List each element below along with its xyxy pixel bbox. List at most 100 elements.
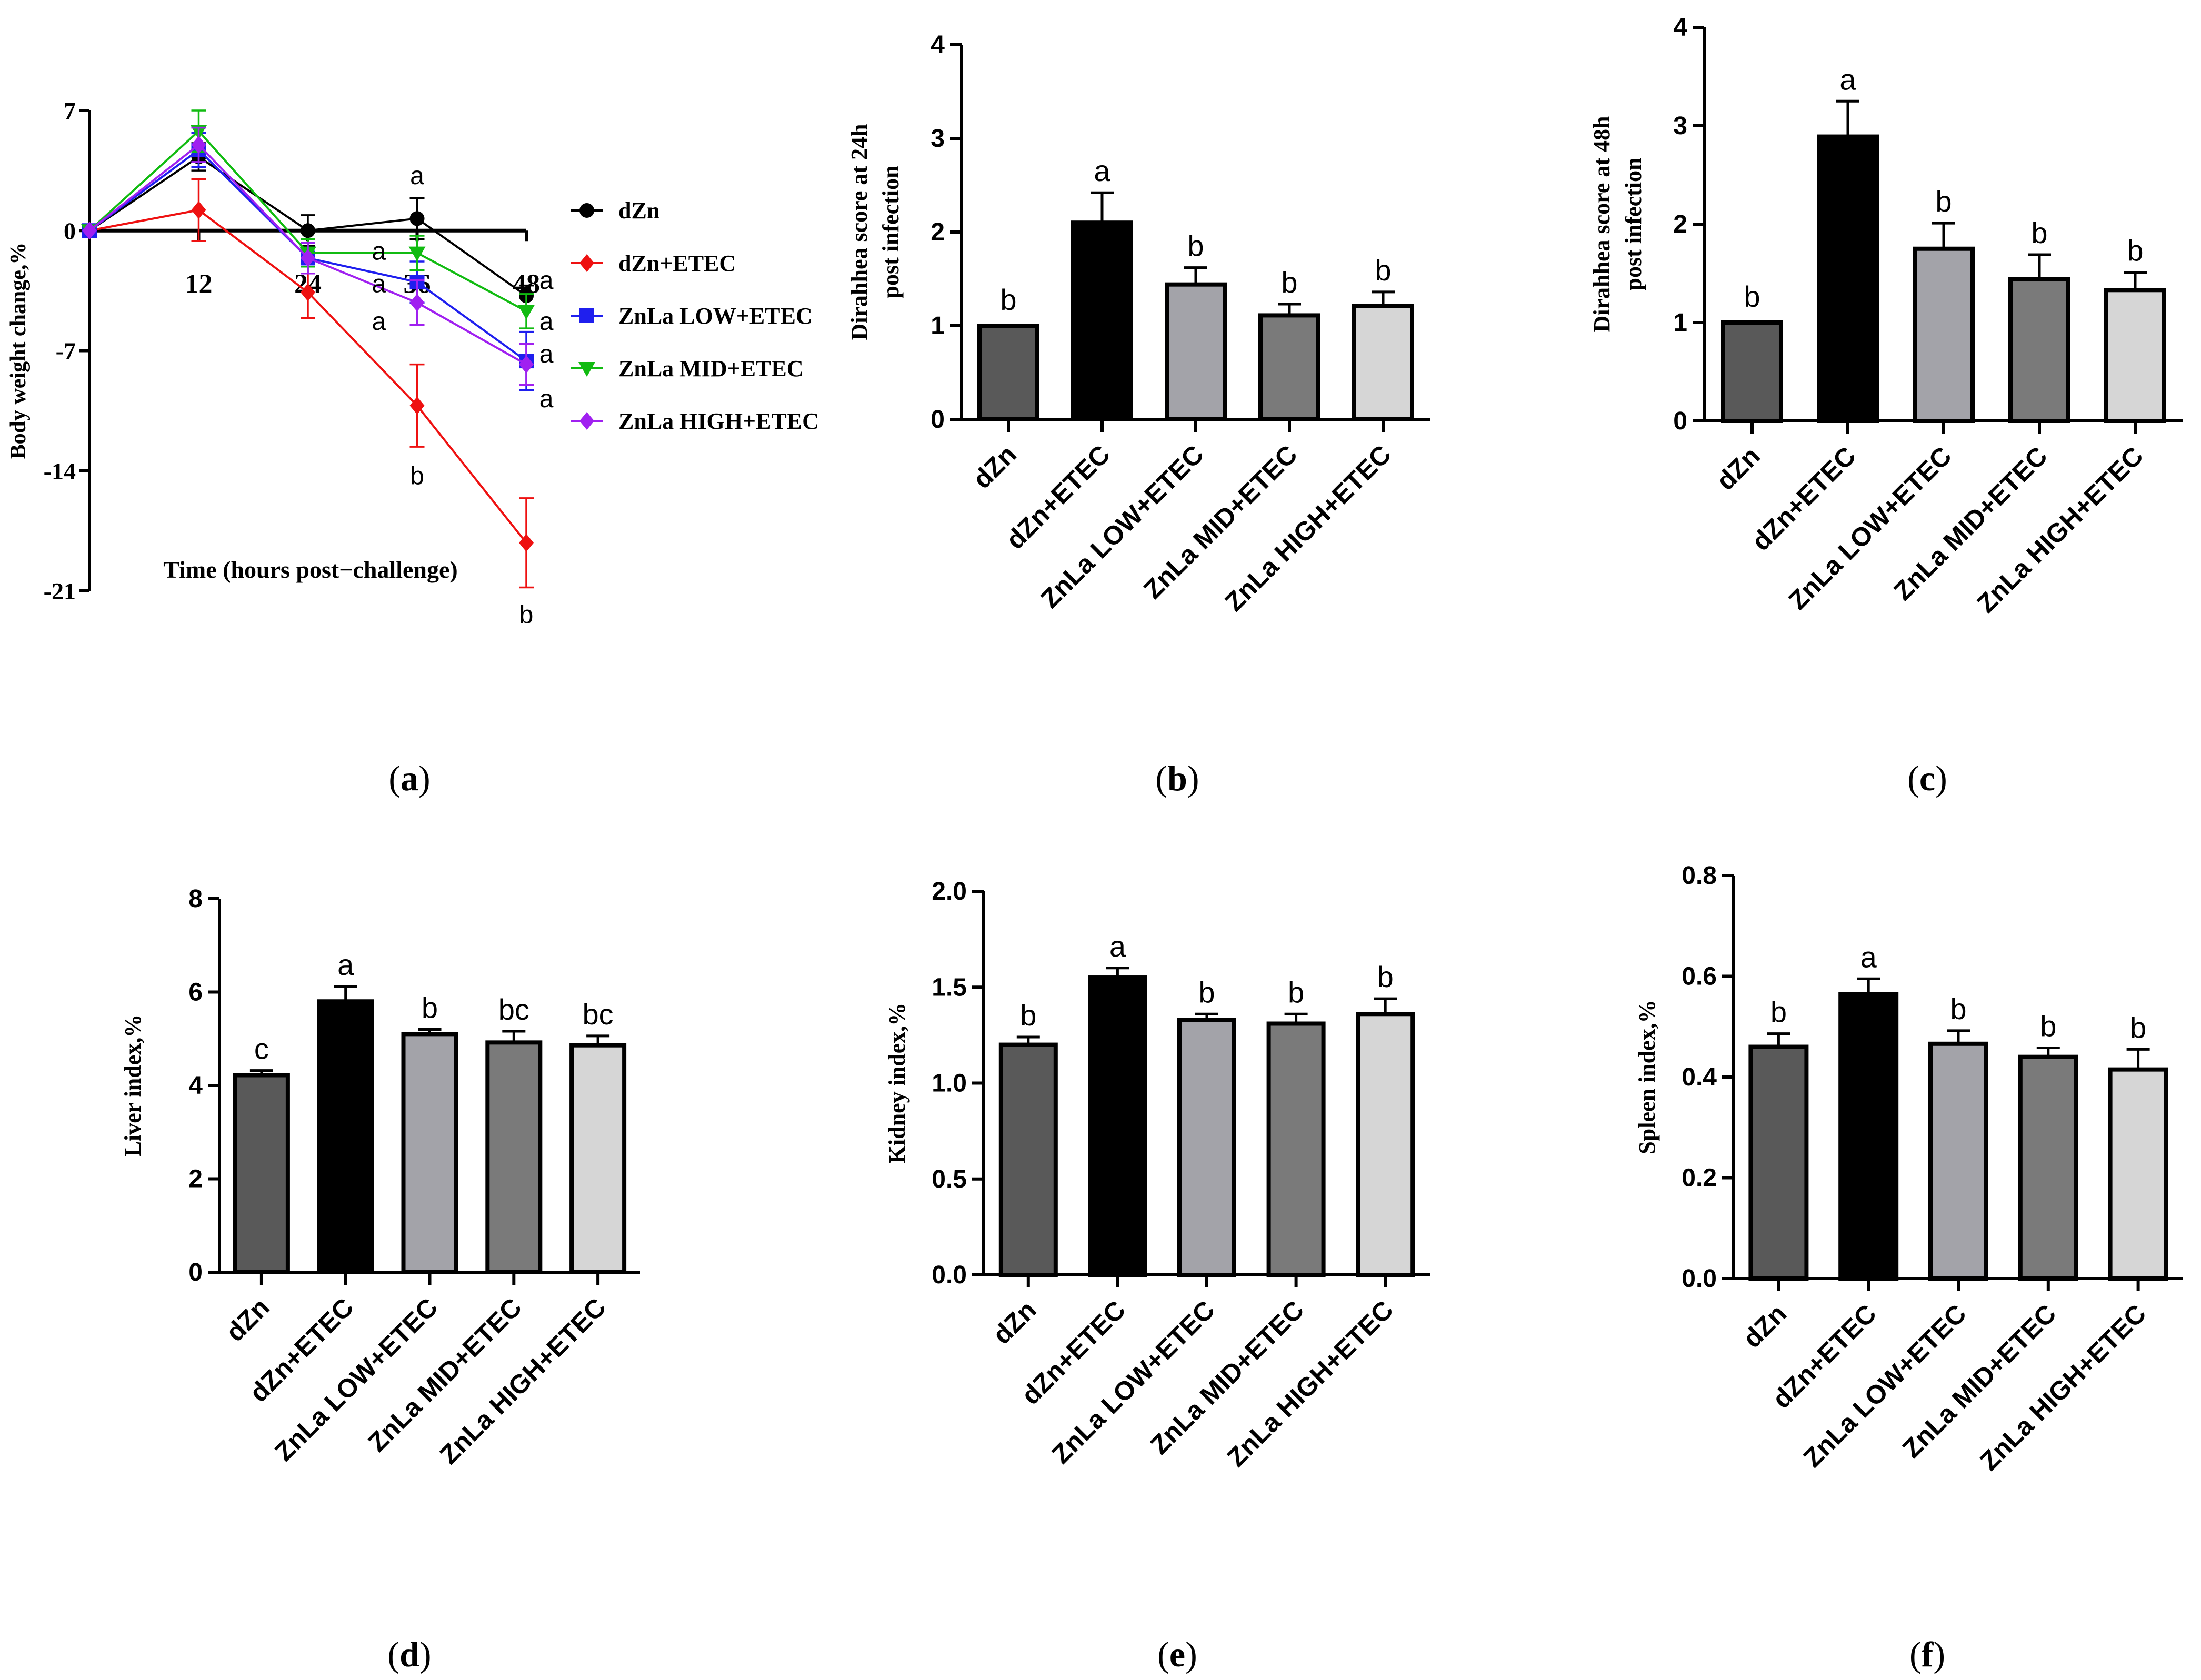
y-tick-label: 0 (64, 217, 76, 244)
marker (579, 203, 594, 218)
significance-letter: b (1950, 992, 1966, 1025)
bar (2008, 277, 2070, 423)
significance-letter: a (410, 162, 424, 190)
panel-label: (c) (1907, 758, 1947, 798)
y-axis-label: Dirahhea score at 24h (846, 124, 872, 340)
significance-letter: b (1020, 999, 1036, 1032)
bar (1266, 1021, 1326, 1277)
y-tick-label: 0.4 (1682, 1063, 1717, 1091)
bar (998, 1042, 1058, 1277)
bar (401, 1032, 458, 1274)
panel-label: (a) (388, 758, 430, 798)
significance-letter: b (422, 991, 438, 1024)
y-tick-label: -21 (44, 578, 76, 605)
y-axis-label: Liver index,% (120, 1014, 146, 1157)
bar (1748, 1044, 1809, 1281)
bar (1928, 1041, 1988, 1281)
y-tick-label: 1 (1673, 309, 1687, 337)
x-tick-label: ZnLa MID+ETEC (1145, 1295, 1310, 1460)
significance-letter: a (539, 267, 554, 295)
y-axis-label: Body weight change,% (6, 243, 31, 459)
bar (1071, 220, 1133, 421)
bar (1913, 246, 1975, 423)
marker (518, 305, 535, 320)
x-tick-label: dZn (967, 439, 1022, 494)
bar (317, 999, 374, 1274)
x-tick-label: ZnLa HIGH+ETEC (1974, 1299, 2152, 1476)
significance-letter: a (1860, 940, 1877, 973)
y-tick-label: 4 (931, 31, 945, 59)
marker (301, 283, 315, 301)
y-tick-label: 0.6 (1682, 963, 1717, 991)
significance-letter: b (1288, 975, 1304, 1009)
significance-letter: a (539, 385, 554, 413)
y-tick-label: 0 (1673, 407, 1687, 435)
marker (519, 355, 534, 374)
marker (82, 222, 97, 240)
x-tick-label: ZnLa LOW+ETEC (1797, 1299, 1972, 1473)
y-tick-label: 0 (931, 406, 945, 434)
y-axis-label: Spleen index,% (1634, 1000, 1660, 1154)
significance-letter: a (1839, 63, 1856, 96)
legend-label: ZnLa MID+ETEC (618, 356, 803, 381)
significance-letter: a (1094, 154, 1110, 187)
x-tick-label: ZnLa MID+ETEC (362, 1292, 527, 1457)
significance-letter: a (372, 308, 386, 336)
legend-label: ZnLa HIGH+ETEC (618, 408, 819, 434)
bar (233, 1073, 290, 1274)
legend-entry: ZnLa LOW+ETEC (571, 303, 813, 329)
x-tick-label: ZnLa HIGH+ETEC (1222, 1295, 1399, 1472)
significance-letter: a (372, 270, 386, 298)
significance-letter: b (1744, 280, 1760, 313)
y-tick-label: 1 (931, 312, 945, 340)
significance-letter: b (1281, 266, 1297, 299)
significance-letter: a (539, 340, 554, 368)
marker (579, 254, 594, 272)
y-tick-label: 2 (1673, 210, 1687, 238)
significance-letter: b (1000, 283, 1016, 316)
y-tick-label: 0.8 (1682, 862, 1717, 890)
y-axis-label: Kidney index,% (884, 1003, 910, 1164)
x-tick-label: dZn (1710, 441, 1765, 496)
marker (301, 223, 315, 238)
marker (578, 362, 595, 377)
significance-letter: b (2040, 1009, 2056, 1042)
chart-a: 70-7-14-2112243648Body weight change,%Ti… (6, 97, 819, 629)
panel-label: (e) (1157, 1634, 1197, 1674)
bar (1258, 313, 1320, 421)
series-znla-high-etec (82, 126, 534, 386)
x-tick-label: dZn (987, 1295, 1042, 1350)
panel-label: (d) (387, 1634, 431, 1674)
x-tick-label: 12 (185, 269, 213, 299)
y-tick-label: 0.2 (1682, 1164, 1717, 1192)
y-tick-label: 2 (188, 1165, 203, 1193)
chart-b: 0 1 2 3 4 Dirahhea score at 24h post infection… (846, 31, 1430, 617)
y-tick-label: 7 (64, 97, 76, 124)
marker (301, 249, 315, 267)
bar (1165, 282, 1227, 421)
x-tick-label: ZnLa LOW+ETEC (1046, 1295, 1220, 1469)
y-axis-label: post infection (1620, 158, 1646, 291)
legend-entry: dZn+ETEC (571, 250, 736, 276)
marker (408, 246, 426, 261)
marker (191, 201, 206, 219)
y-tick-label: 8 (188, 885, 203, 913)
bar (2104, 288, 2166, 423)
significance-letter: a (1109, 930, 1126, 963)
bar (2108, 1067, 2168, 1281)
y-tick-label: 0.0 (1682, 1265, 1717, 1293)
y-axis-label: post infection (878, 166, 904, 299)
bar (2018, 1054, 2078, 1281)
x-tick-label: ZnLa MID+ETEC (1138, 439, 1303, 605)
y-tick-label: 0.0 (932, 1261, 967, 1289)
significance-letter: bc (498, 993, 529, 1026)
x-axis-label: Time (hours post−challenge) (163, 556, 457, 583)
significance-letter: b (1187, 229, 1204, 263)
bar (1088, 975, 1147, 1277)
marker (409, 294, 425, 312)
bar (485, 1040, 543, 1274)
legend-label: ZnLa LOW+ETEC (618, 303, 813, 329)
